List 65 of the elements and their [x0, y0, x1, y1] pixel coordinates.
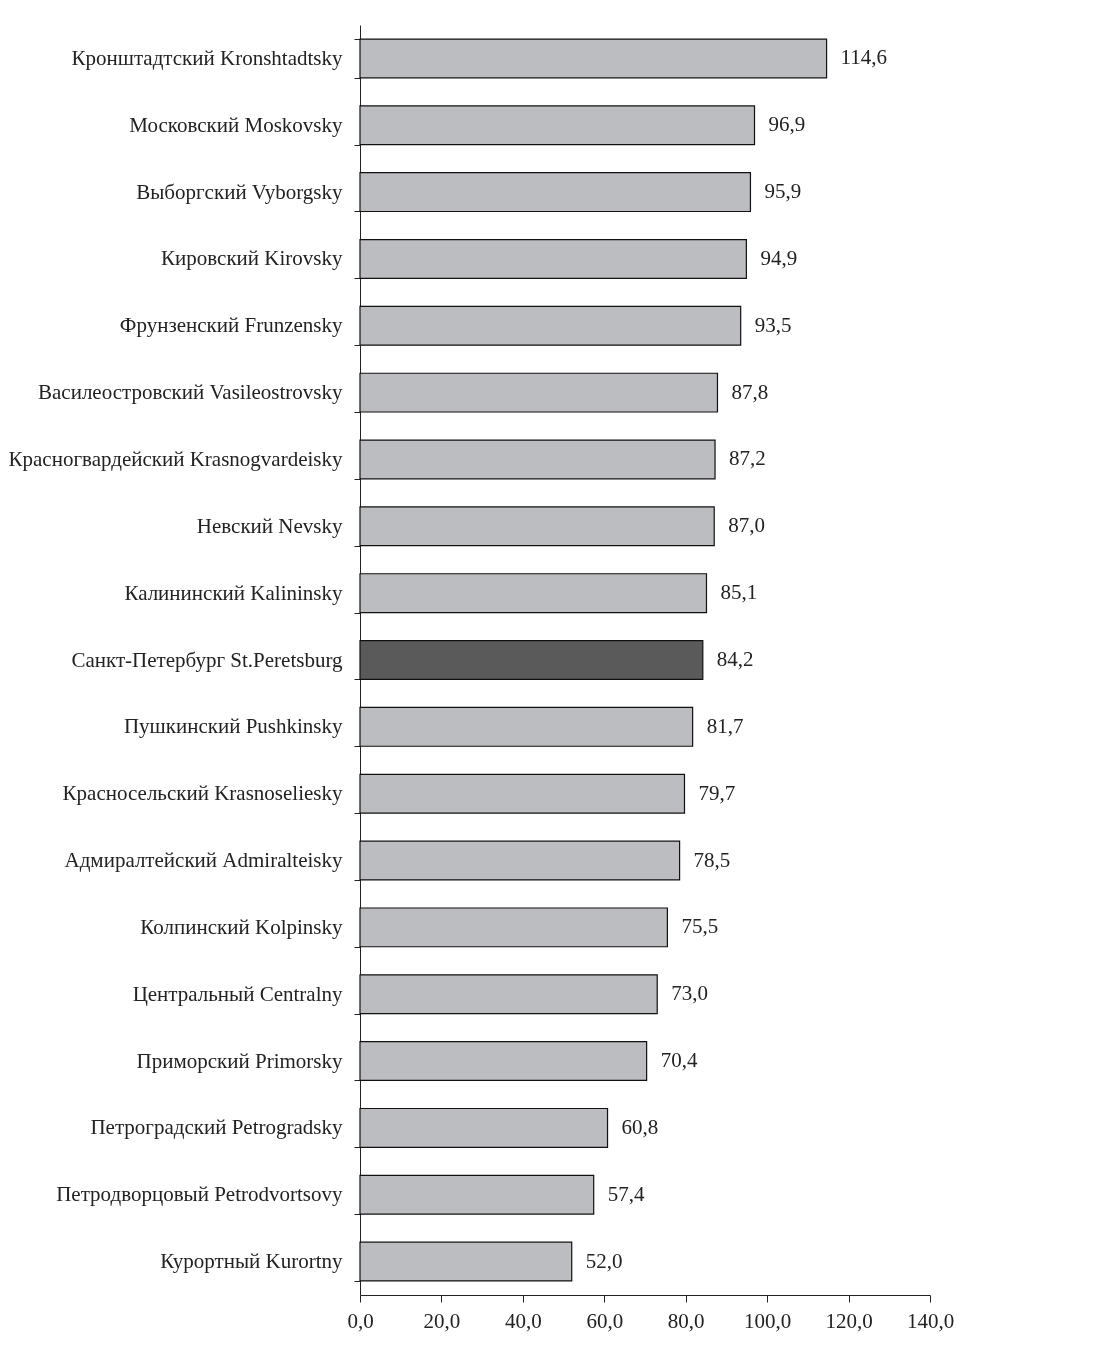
x-tick-label: 120,0 — [825, 1308, 873, 1333]
data-label: 81,7 — [706, 713, 744, 738]
data-label: 94,9 — [760, 245, 798, 270]
x-tick-label: 80,0 — [667, 1308, 705, 1333]
bar — [359, 439, 716, 480]
y-tick-label: Петродворцовый Petrodvortsovy — [56, 1182, 343, 1207]
y-tick-label: Адмиралтейский Admiralteisky — [64, 848, 343, 873]
x-tick-label: 60,0 — [586, 1308, 624, 1333]
bar — [359, 38, 828, 79]
bar — [359, 238, 747, 279]
bar — [359, 506, 715, 547]
data-label: 87,8 — [731, 379, 769, 404]
bar — [359, 305, 742, 346]
y-tick-label: Колпинский Kolpinsky — [140, 914, 343, 939]
bar — [359, 1241, 573, 1282]
data-label: 60,8 — [621, 1114, 659, 1139]
bar — [359, 372, 719, 413]
bar — [359, 1174, 595, 1215]
y-tick-label: Петроградский Petrogradsky — [90, 1115, 343, 1140]
y-tick-label: Московский Moskovsky — [129, 112, 343, 137]
y-tick-label: Калининский Kalininsky — [124, 580, 343, 605]
y-tick-label: Кировский Kirovsky — [161, 246, 343, 271]
data-label: 79,7 — [698, 780, 736, 805]
bar — [359, 773, 686, 814]
bar — [359, 172, 752, 213]
x-tick-label: 100,0 — [744, 1308, 792, 1333]
y-tick-label: Центральный Centralny — [132, 981, 343, 1006]
data-label: 114,6 — [840, 45, 888, 70]
y-tick-label: Курортный Kurortny — [160, 1249, 343, 1274]
y-tick-label: Приморский Primorsky — [136, 1048, 343, 1073]
y-tick-label: Выборгский Vyborgsky — [136, 179, 343, 204]
data-label: 84,2 — [716, 647, 754, 671]
x-tick-label: 0,0 — [347, 1308, 374, 1333]
y-tick-label: Василеостровский Vasileostrovsky — [38, 380, 343, 405]
y-tick-label: Фрунзенский Frunzensky — [119, 313, 343, 338]
y-tick-label: Красносельский Krasnoseliesky — [62, 781, 343, 806]
bar — [359, 1041, 648, 1082]
data-label: 52,0 — [585, 1248, 623, 1273]
data-label: 95,9 — [764, 179, 802, 204]
data-label: 87,2 — [729, 446, 766, 471]
data-label: 70,4 — [660, 1048, 698, 1073]
data-label: 75,5 — [681, 914, 719, 939]
bar — [359, 907, 668, 948]
y-tick-label: Пушкинский Pushkinsky — [123, 714, 343, 739]
bar — [359, 1107, 609, 1148]
data-label: 85,1 — [720, 580, 758, 605]
x-tick-label: 20,0 — [423, 1308, 461, 1333]
data-label: 57,4 — [607, 1181, 645, 1206]
y-tick-label: Красногвардейский Krasnogvardeisky — [8, 446, 343, 471]
y-tick-label: Кронштадтский Kronshtadtsky — [71, 45, 343, 70]
bar — [359, 573, 708, 614]
data-label: 78,5 — [693, 847, 731, 872]
bar — [359, 840, 681, 881]
data-label: 93,5 — [754, 312, 792, 337]
y-tick-label: Санкт-Петербург St.Peretsburg — [71, 647, 343, 672]
bar — [359, 105, 756, 146]
data-label: 73,0 — [671, 981, 708, 1006]
y-tick-label: Невский Nevsky — [196, 513, 343, 538]
data-label: 96,9 — [768, 112, 806, 137]
x-tick-label: 40,0 — [504, 1308, 542, 1333]
bar — [359, 974, 658, 1015]
data-label: 87,0 — [728, 513, 765, 538]
bar — [359, 640, 704, 680]
x-tick-label: 140,0 — [906, 1308, 955, 1333]
bar — [359, 706, 694, 747]
